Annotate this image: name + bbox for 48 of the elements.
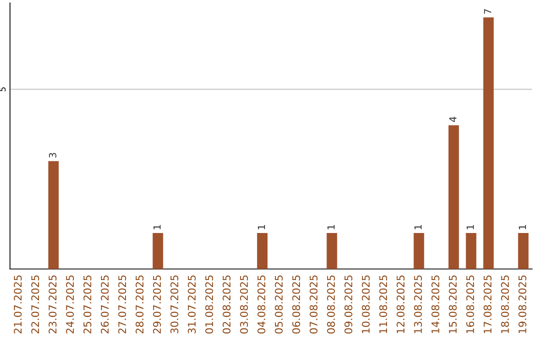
x-tick-label: 03.08.2025	[240, 275, 248, 334]
x-tick-label: 05.08.2025	[274, 275, 283, 334]
data-label: 1	[518, 224, 526, 230]
x-tick-label: 06.08.2025	[292, 275, 300, 334]
data-label: 1	[153, 224, 161, 230]
bar	[257, 233, 268, 269]
data-label: 1	[466, 224, 474, 230]
x-tick-label: 07.08.2025	[310, 275, 318, 334]
x-tick-label: 11.08.2025	[379, 275, 388, 334]
x-tick-label: 04.08.2025	[257, 275, 266, 334]
data-label: 3	[48, 152, 56, 158]
x-tick-label: 08.08.2025	[327, 275, 335, 334]
x-tick-label: 12.08.2025	[396, 275, 405, 334]
x-tick-label: 24.07.2025	[66, 275, 74, 334]
bar	[414, 233, 424, 269]
x-tick-label: 23.07.2025	[48, 275, 57, 334]
bar	[448, 125, 459, 269]
x-tick-label: 09.08.2025	[344, 275, 352, 334]
bar	[466, 233, 476, 269]
x-tick-label: 15.08.2025	[448, 275, 457, 334]
bar	[152, 233, 164, 269]
x-tick-label: 22.07.2025	[31, 275, 40, 334]
x-tick-label: 30.07.2025	[170, 275, 178, 334]
x-tick-label: 31.07.2025	[188, 275, 196, 334]
x-tick-label: 27.07.2025	[118, 275, 126, 334]
x-tick-label: 01.08.2025	[205, 275, 214, 334]
bar	[483, 17, 494, 269]
data-label: 4	[449, 116, 456, 122]
x-tick-label: 16.08.2025	[466, 275, 474, 334]
bar	[518, 233, 529, 269]
data-label: 1	[327, 224, 335, 230]
x-tick-label: 14.08.2025	[431, 275, 440, 334]
x-tick-label: 21.07.2025	[14, 275, 22, 334]
x-tick-label: 02.08.2025	[222, 275, 231, 334]
x-tick-label: 26.07.2025	[100, 275, 109, 334]
bar	[326, 233, 338, 269]
bar	[48, 161, 59, 269]
x-tick-label: 18.08.2025	[501, 275, 509, 334]
x-tick-label: 19.08.2025	[518, 275, 526, 334]
x-tick-label: 29.07.2025	[153, 275, 161, 334]
x-tick-label: 13.08.2025	[414, 275, 422, 334]
data-label: 1	[258, 224, 265, 230]
x-tick-label: 10.08.2025	[362, 275, 370, 334]
x-tick-label: 28.07.2025	[136, 275, 144, 334]
x-tick-label: 17.08.2025	[484, 275, 492, 334]
x-tick-label: 25.07.2025	[83, 275, 92, 334]
data-label: 7	[484, 9, 492, 14]
data-label: 1	[414, 224, 422, 230]
